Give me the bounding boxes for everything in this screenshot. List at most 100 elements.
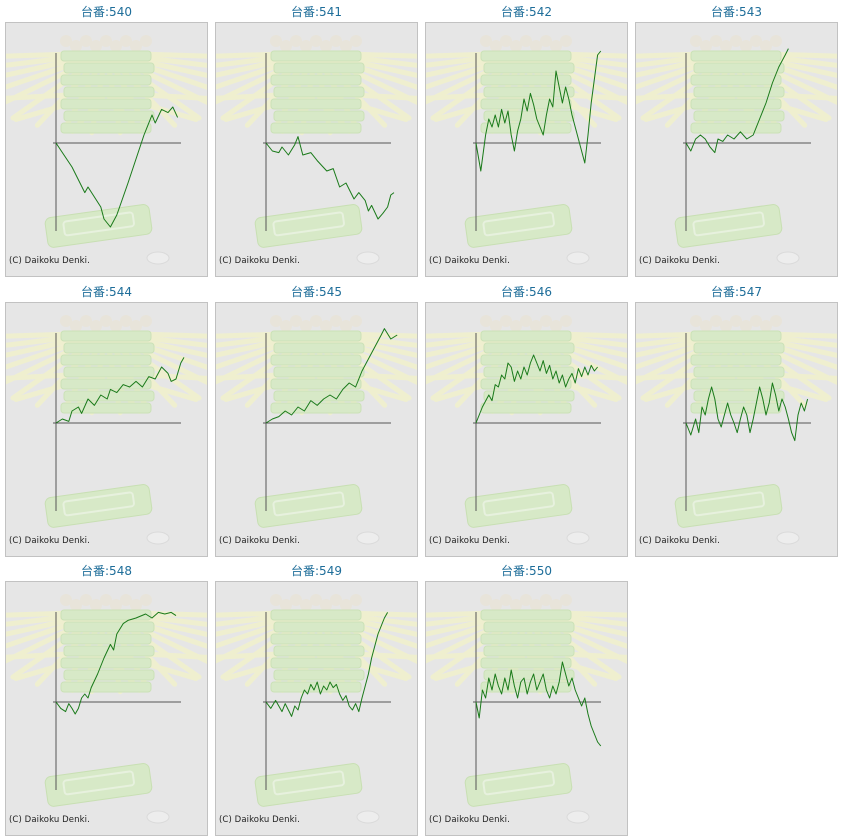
art-slat xyxy=(63,62,155,74)
copyright-credit: (C) Daikoku Denki. xyxy=(639,256,720,266)
art-group xyxy=(6,594,207,824)
art-slat xyxy=(693,342,785,354)
machine-title[interactable]: 台番:549 xyxy=(291,564,342,578)
machine-card[interactable]: 台番:546 (C) Daikoku Denki. xyxy=(425,280,628,560)
art-ball xyxy=(500,35,512,47)
machine-title[interactable]: 台番:541 xyxy=(291,5,342,19)
art-ball xyxy=(140,315,152,327)
background-illustration xyxy=(216,594,417,824)
art-ball xyxy=(750,315,762,327)
art-ball xyxy=(330,594,342,606)
background-illustration xyxy=(6,35,207,265)
art-ball xyxy=(690,315,702,327)
art-slat xyxy=(60,50,152,62)
art-group xyxy=(216,35,417,265)
art-ball xyxy=(740,320,752,332)
art-ball xyxy=(140,35,152,47)
machine-card[interactable]: 台番:547 (C) Daikoku Denki. xyxy=(635,280,838,560)
art-ball xyxy=(530,320,542,332)
copyright-credit: (C) Daikoku Denki. xyxy=(429,536,510,546)
art-ball xyxy=(560,35,572,47)
chart-1 xyxy=(263,53,395,231)
art-ball xyxy=(280,320,292,332)
art-ball xyxy=(120,315,132,327)
art-coin xyxy=(146,251,170,265)
art-ball xyxy=(270,315,282,327)
art-slat xyxy=(63,390,155,402)
background-illustration xyxy=(636,315,837,545)
chart-frame: (C) Daikoku Denki. xyxy=(425,302,628,557)
art-ball xyxy=(490,40,502,52)
art-slat xyxy=(690,402,782,414)
art-ball xyxy=(750,35,762,47)
art-ball xyxy=(140,594,152,606)
chart-frame: (C) Daikoku Denki. xyxy=(635,302,838,557)
machine-title[interactable]: 台番:544 xyxy=(81,285,132,299)
art-slat xyxy=(690,98,782,110)
art-slat xyxy=(273,645,365,657)
art-ball xyxy=(290,35,302,47)
art-tray xyxy=(254,763,363,807)
copyright-credit: (C) Daikoku Denki. xyxy=(219,536,300,546)
art-slat xyxy=(270,378,362,390)
series-line xyxy=(475,354,598,424)
background-illustration xyxy=(216,35,417,265)
art-slat xyxy=(63,645,155,657)
series-line xyxy=(475,661,602,747)
art-tray-inner xyxy=(692,491,765,517)
machine-title[interactable]: 台番:545 xyxy=(291,285,342,299)
art-ball xyxy=(80,35,92,47)
machine-card[interactable]: 台番:543 (C) Daikoku Denki. xyxy=(635,0,838,280)
art-ball xyxy=(280,40,292,52)
machine-title[interactable]: 台番:542 xyxy=(501,5,552,19)
art-slat xyxy=(483,86,575,98)
art-ball xyxy=(530,40,542,52)
art-ball xyxy=(720,320,732,332)
machine-card[interactable]: 台番:544 (C) Daikoku Denki. xyxy=(5,280,208,560)
chart-4 xyxy=(53,333,185,511)
art-slat xyxy=(60,402,152,414)
art-ball xyxy=(480,315,492,327)
art-slat xyxy=(60,354,152,366)
art-ball xyxy=(760,40,772,52)
machine-title[interactable]: 台番:546 xyxy=(501,285,552,299)
machine-card[interactable]: 台番:545 (C) Daikoku Denki. xyxy=(215,280,418,560)
machine-title[interactable]: 台番:540 xyxy=(81,5,132,19)
machine-title[interactable]: 台番:548 xyxy=(81,564,132,578)
chart-frame: (C) Daikoku Denki. xyxy=(215,22,418,277)
art-slat xyxy=(60,681,152,693)
art-tray-inner xyxy=(692,211,765,237)
art-ball xyxy=(510,320,522,332)
machine-card[interactable]: 台番:548 (C) Daikoku Denki. xyxy=(5,559,208,839)
art-ball xyxy=(510,40,522,52)
art-slat xyxy=(690,330,782,342)
chart-9 xyxy=(263,612,391,790)
series-line xyxy=(265,328,398,424)
art-slat xyxy=(273,342,365,354)
art-slat xyxy=(480,74,572,86)
machine-card[interactable]: 台番:549 (C) Daikoku Denki. xyxy=(215,559,418,839)
art-slat xyxy=(690,50,782,62)
art-group xyxy=(6,35,207,265)
machine-title[interactable]: 台番:543 xyxy=(711,5,762,19)
art-ball xyxy=(110,320,122,332)
art-slat xyxy=(480,657,572,669)
machine-card[interactable]: 台番:550 (C) Daikoku Denki. xyxy=(425,559,628,839)
art-slat xyxy=(690,378,782,390)
art-slat xyxy=(690,354,782,366)
art-ball xyxy=(500,594,512,606)
machine-title[interactable]: 台番:550 xyxy=(501,564,552,578)
art-tray xyxy=(464,484,573,528)
art-ball xyxy=(100,315,112,327)
machine-card[interactable]: 台番:540 (C) Daikoku Denki. xyxy=(5,0,208,280)
machine-title[interactable]: 台番:547 xyxy=(711,285,762,299)
machine-card[interactable]: 台番:542 (C) Daikoku Denki. xyxy=(425,0,628,280)
art-group xyxy=(636,315,837,545)
art-ball xyxy=(500,315,512,327)
art-ball xyxy=(280,599,292,611)
copyright-credit: (C) Daikoku Denki. xyxy=(429,256,510,266)
art-ball xyxy=(540,315,552,327)
art-ball xyxy=(100,594,112,606)
art-ball xyxy=(720,40,732,52)
machine-card[interactable]: 台番:541 (C) Daikoku Denki. xyxy=(215,0,418,280)
